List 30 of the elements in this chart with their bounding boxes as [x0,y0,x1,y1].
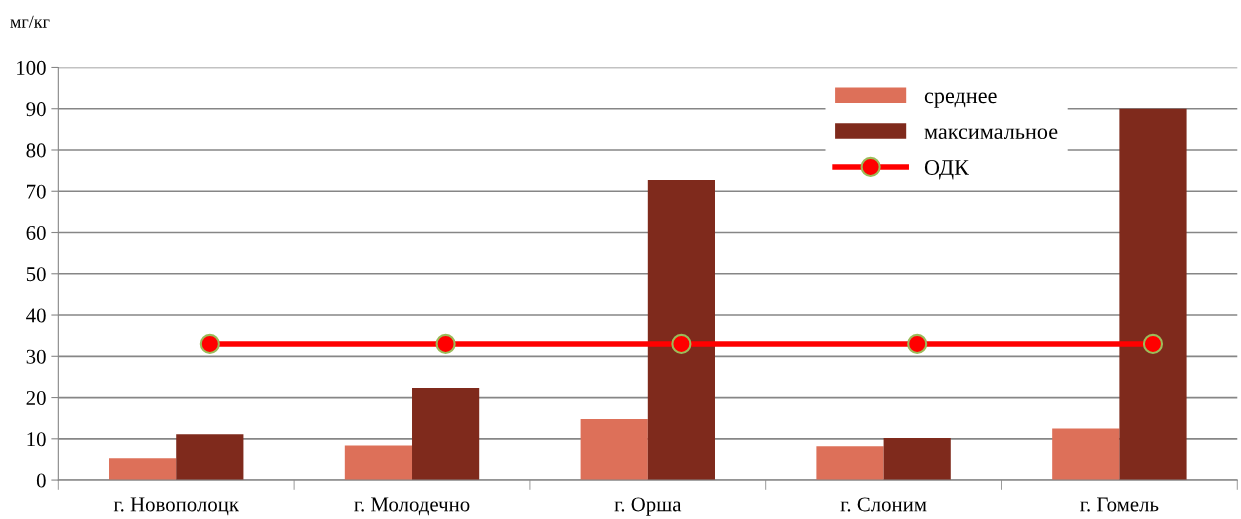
x-tick-label: г. Молодечно [354,497,470,516]
legend-label: максимальное [924,128,1058,140]
bar [109,458,177,481]
y-tick-label: 0 [36,473,46,488]
y-tick-label: 50 [26,267,46,282]
y-tick-label: 100 [17,60,46,75]
bar [1119,108,1187,481]
bar [816,446,884,481]
bar [883,437,951,481]
x-tick-label: г. Слоним [840,497,927,512]
y-tick-label: 80 [26,143,46,158]
legend-label: среднее [924,92,997,108]
y-tick-label: 90 [26,102,46,117]
y-tick-label: 20 [26,390,46,405]
x-tick-label: г. Гомель [1080,497,1159,512]
bar [580,419,648,481]
y-tick-label: 60 [26,225,46,240]
bar [176,434,244,481]
x-tick-label: г. Новополоцк [113,497,240,516]
bar [344,445,413,481]
legend-label: ОДК [924,160,969,180]
y-tick-label: 10 [27,432,46,447]
y-tick-label: 40 [26,308,46,323]
bar [412,388,480,481]
bar [1052,428,1120,481]
bar [647,180,715,481]
y-axis-title: мг/кг [10,15,50,28]
y-tick-label: 70 [27,184,46,199]
x-tick-label: г. Орша [614,497,682,516]
y-tick-label: 30 [26,349,46,364]
